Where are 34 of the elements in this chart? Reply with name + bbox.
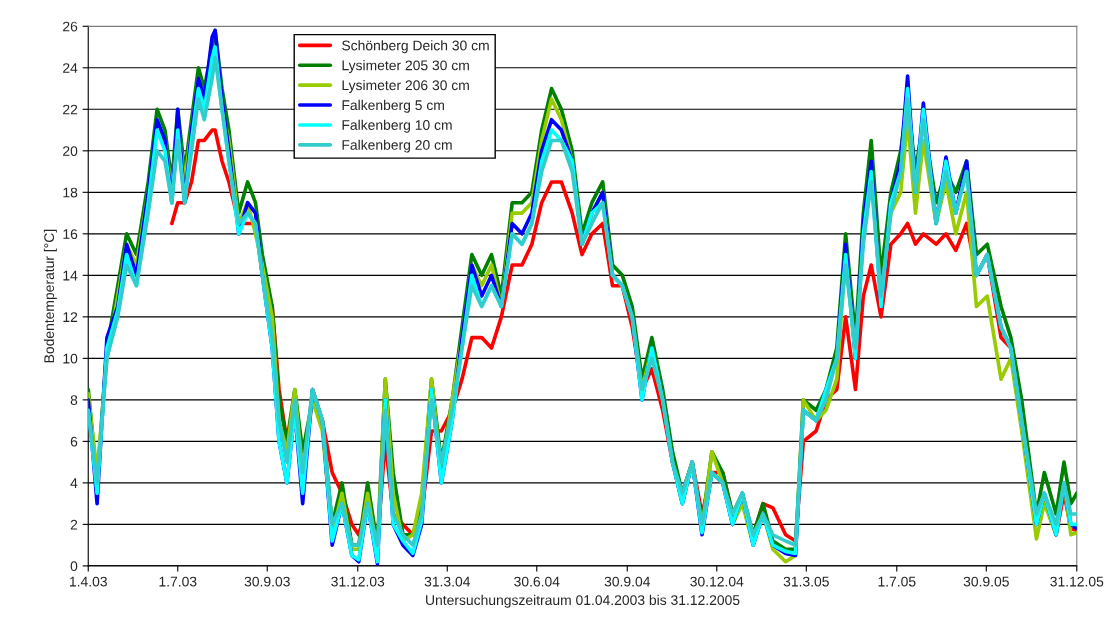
y-tick-label: 14 (63, 270, 78, 281)
y-tick-label: 22 (63, 104, 78, 115)
y-tick-label: 6 (70, 436, 78, 447)
y-tick-label: 24 (63, 63, 78, 73)
x-tick-label: 30.9.04 (604, 576, 651, 587)
y-tick-label: 26 (63, 21, 78, 32)
x-tick-label: 30.6.04 (514, 576, 560, 587)
legend-label: Lysimeter 205 30 cm (342, 60, 469, 74)
y-tick-label: 18 (63, 187, 78, 198)
x-tick-label: 31.3.04 (424, 576, 471, 587)
legend-label: Falkenberg 10 cm (342, 119, 452, 133)
legend-label: Schönberg Deich 30 cm (342, 40, 489, 54)
x-tick-label: 30.12.04 (690, 576, 744, 587)
y-tick-label: 16 (63, 229, 78, 239)
legend-label: Lysimeter 206 30 cm (342, 79, 469, 93)
x-tick-label: 30.9.03 (244, 576, 290, 587)
y-tick-label: 20 (63, 146, 78, 156)
x-tick-label: 1.7.03 (159, 576, 197, 587)
x-tick-label: 31.3.05 (783, 576, 829, 587)
x-tick-label: 1.4.03 (70, 576, 107, 587)
x-tick-label: 1.7.05 (878, 576, 916, 587)
y-tick-label: 4 (70, 478, 78, 488)
legend-label: Falkenberg 5 cm (342, 99, 444, 113)
y-axis-title: Bodentemperatur [°C] (43, 229, 57, 363)
legend-label: Falkenberg 20 cm (342, 139, 452, 153)
x-axis-title: Untersuchungszeitraum 01.04.2003 bis 31.12.2005 (426, 594, 740, 608)
y-tick-label: 2 (70, 519, 78, 530)
y-tick-label: 0 (70, 561, 78, 572)
y-tick-label: 8 (70, 395, 78, 406)
y-tick-label: 12 (63, 312, 78, 322)
x-tick-label: 30.9.05 (963, 576, 1009, 587)
x-tick-label: 31.12.05 (1050, 576, 1104, 587)
x-tick-label: 31.12.03 (331, 576, 385, 587)
y-tick-label: 10 (63, 353, 78, 364)
